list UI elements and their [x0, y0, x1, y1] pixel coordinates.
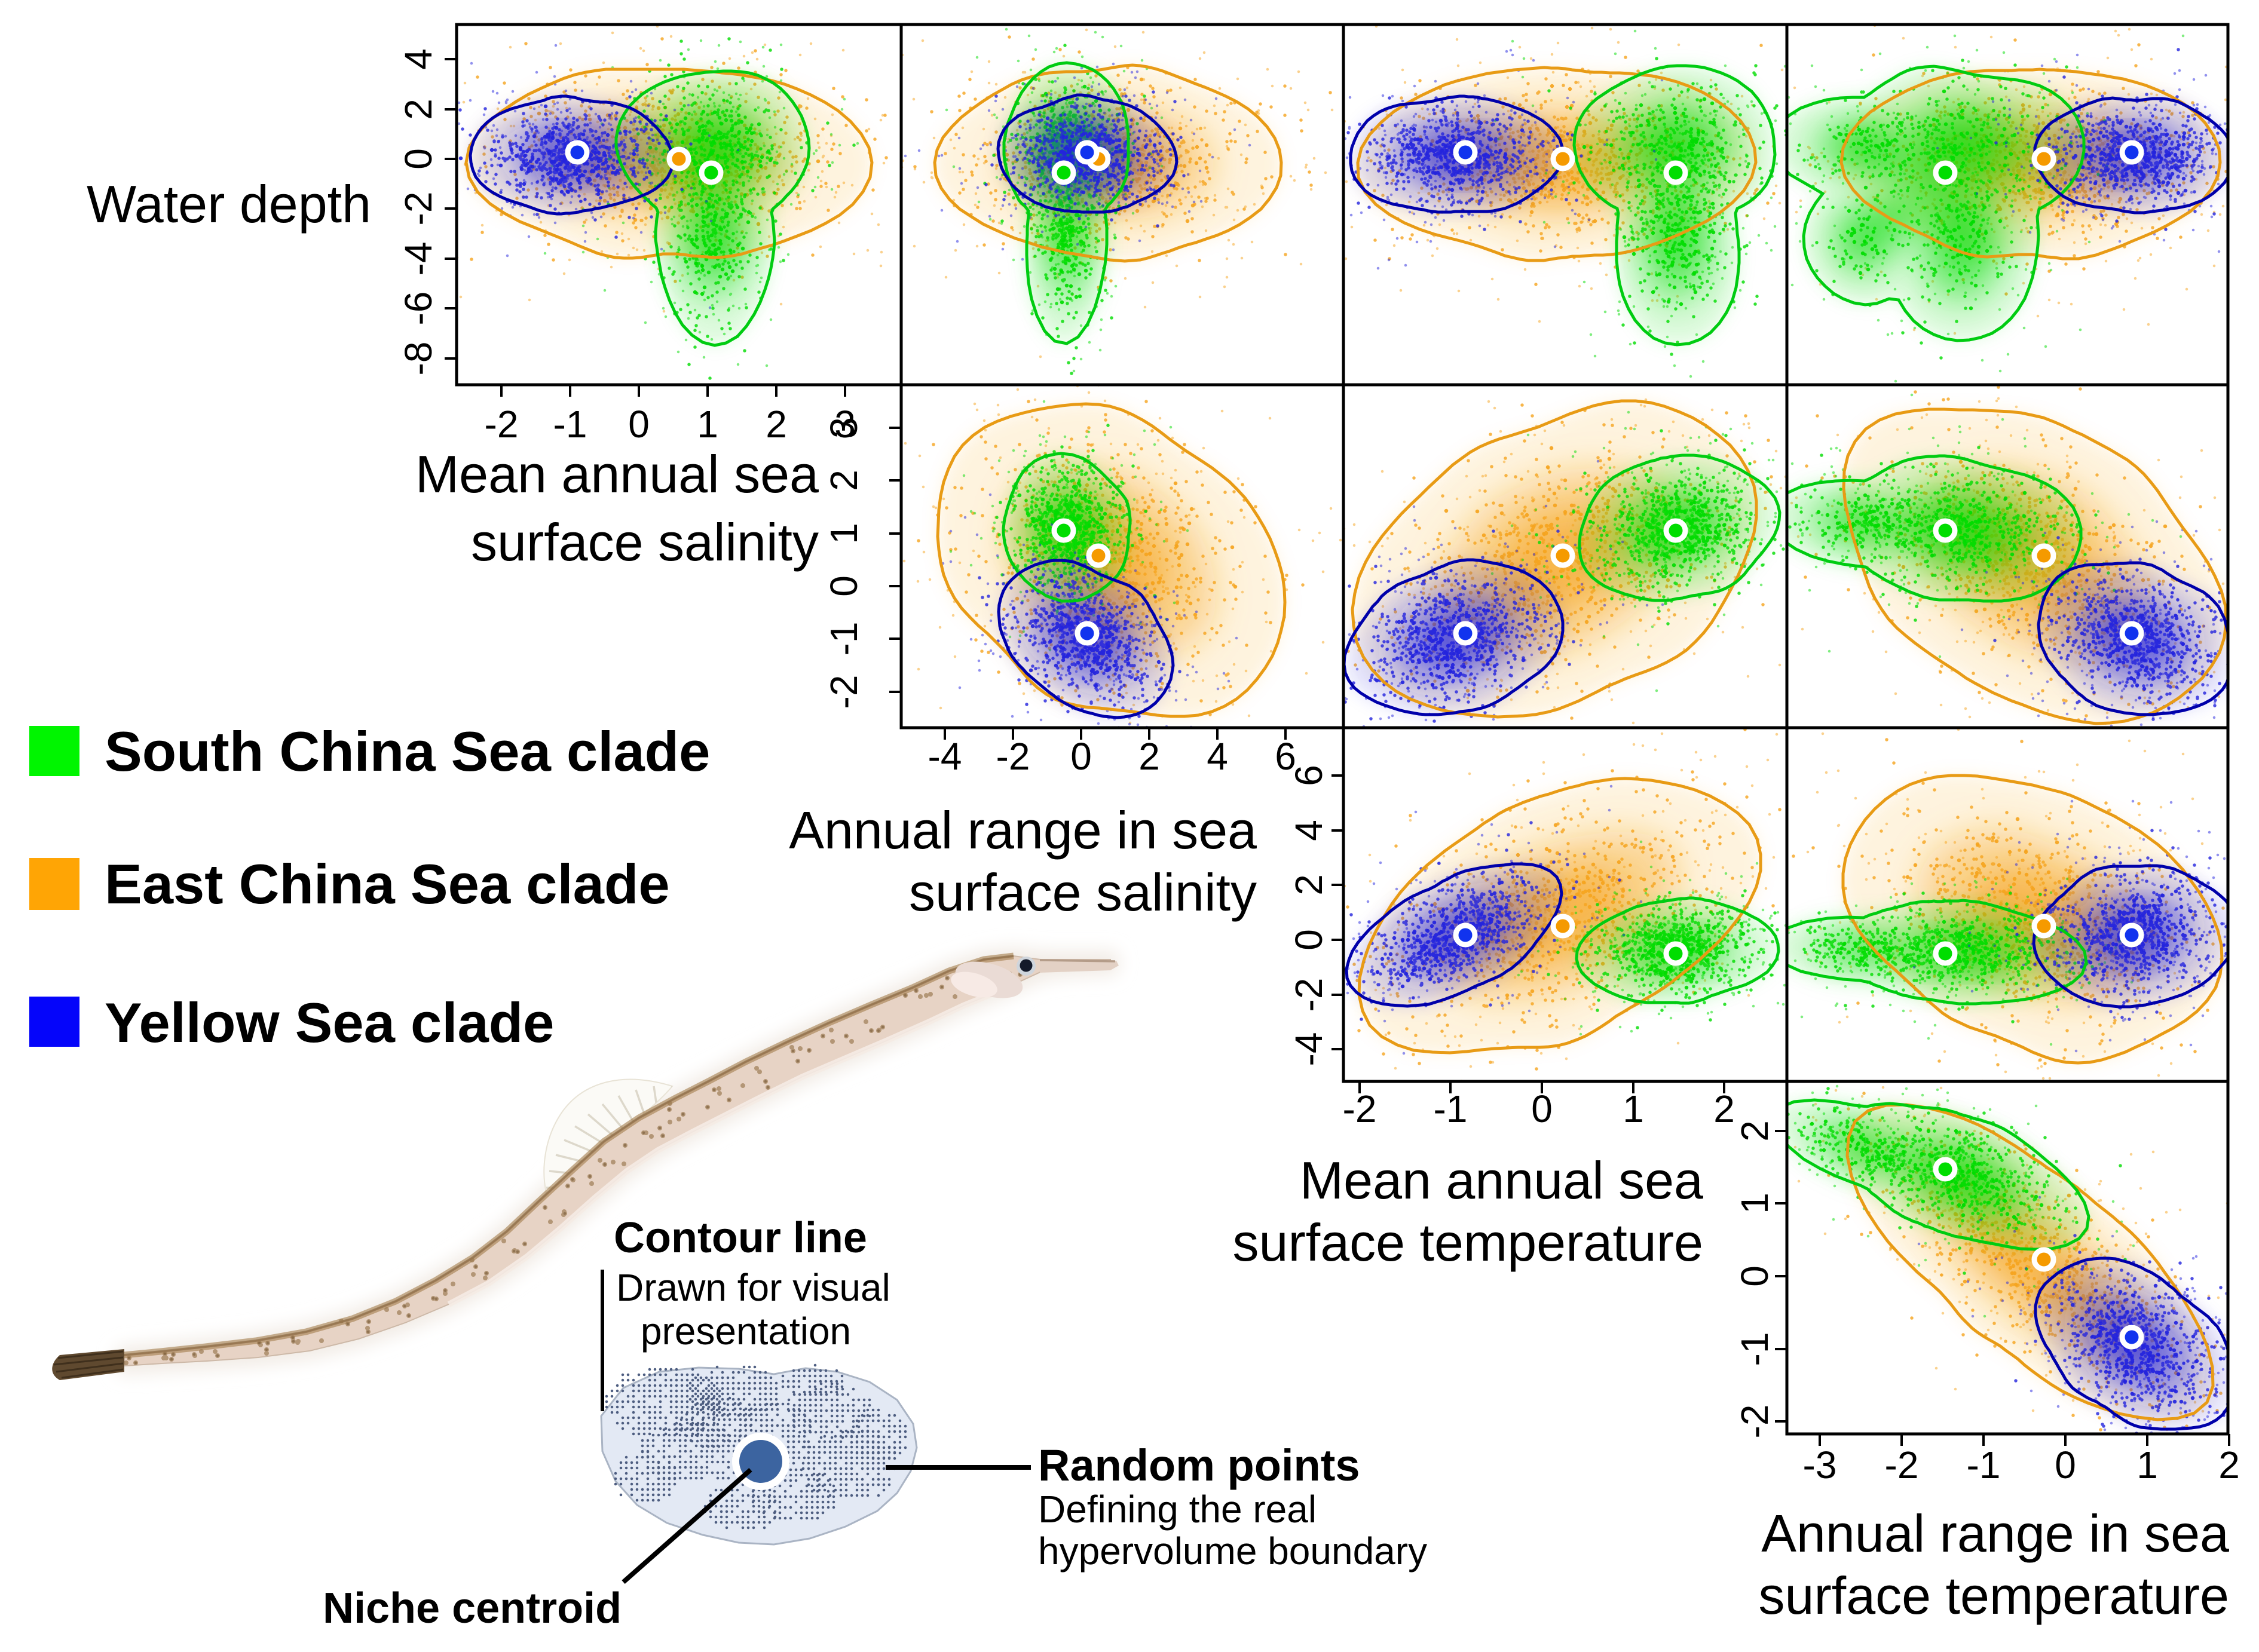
svg-text:Contour line: Contour line [614, 1214, 867, 1262]
svg-text:3: 3 [822, 417, 865, 439]
svg-text:4: 4 [1207, 735, 1228, 778]
svg-text:surface salinity: surface salinity [471, 513, 819, 572]
svg-text:0: 0 [2055, 1443, 2076, 1487]
svg-text:0: 0 [1287, 929, 1330, 951]
svg-text:2: 2 [1287, 874, 1330, 896]
svg-text:-2: -2 [1343, 1087, 1377, 1130]
svg-text:2: 2 [1713, 1087, 1735, 1130]
svg-text:1: 1 [2136, 1443, 2158, 1487]
svg-text:0: 0 [822, 575, 865, 597]
svg-text:-2: -2 [1733, 1405, 1776, 1439]
svg-text:0: 0 [1531, 1087, 1553, 1130]
svg-text:3: 3 [834, 403, 856, 446]
svg-text:1: 1 [822, 523, 865, 544]
svg-text:East China Sea clade: East China Sea clade [105, 853, 670, 915]
svg-text:Water depth: Water depth [87, 174, 371, 234]
svg-text:surface temperature: surface temperature [1759, 1566, 2230, 1625]
svg-text:0: 0 [628, 403, 650, 446]
svg-text:1: 1 [1733, 1193, 1776, 1214]
svg-text:-1: -1 [553, 403, 587, 446]
svg-text:-2: -2 [397, 192, 440, 226]
svg-text:0: 0 [1733, 1265, 1776, 1287]
svg-text:0: 0 [397, 148, 440, 170]
svg-text:Yellow Sea clade: Yellow Sea clade [105, 991, 554, 1054]
svg-text:2: 2 [2218, 1443, 2240, 1487]
svg-text:-1: -1 [822, 622, 865, 656]
svg-text:-1: -1 [1967, 1443, 2001, 1487]
svg-text:hypervolume boundary: hypervolume boundary [1038, 1530, 1427, 1573]
svg-text:South China Sea clade: South China Sea clade [105, 720, 710, 783]
svg-text:0: 0 [1070, 735, 1092, 778]
svg-text:-2: -2 [485, 403, 519, 446]
svg-text:-6: -6 [397, 292, 440, 326]
svg-text:2: 2 [822, 470, 865, 491]
svg-text:-3: -3 [1803, 1443, 1837, 1487]
svg-text:-4: -4 [397, 242, 440, 276]
svg-text:1: 1 [697, 403, 718, 446]
svg-text:surface salinity: surface salinity [909, 863, 1257, 922]
svg-text:-2: -2 [1885, 1443, 1919, 1487]
svg-text:1: 1 [1623, 1087, 1644, 1130]
svg-text:-2: -2 [996, 735, 1030, 778]
svg-text:Drawn for visual: Drawn for visual [616, 1266, 890, 1309]
svg-text:2: 2 [766, 403, 787, 446]
svg-text:4: 4 [397, 48, 440, 70]
svg-text:Niche centroid: Niche centroid [323, 1584, 622, 1632]
svg-text:Annual range in sea: Annual range in sea [789, 801, 1257, 860]
svg-text:6: 6 [1275, 735, 1296, 778]
svg-text:surface temperature: surface temperature [1233, 1213, 1704, 1272]
svg-text:-1: -1 [1733, 1332, 1776, 1366]
svg-text:Mean annual sea: Mean annual sea [415, 445, 819, 504]
svg-text:-4: -4 [928, 735, 962, 778]
svg-text:Defining the real: Defining the real [1038, 1488, 1317, 1531]
svg-text:-4: -4 [1287, 1032, 1330, 1066]
svg-text:-8: -8 [397, 342, 440, 376]
svg-text:2: 2 [1138, 735, 1160, 778]
svg-text:presentation: presentation [641, 1310, 851, 1353]
svg-text:Random points: Random points [1038, 1440, 1360, 1490]
svg-text:-2: -2 [1287, 978, 1330, 1012]
svg-text:Annual range in sea: Annual range in sea [1761, 1504, 2229, 1563]
svg-text:4: 4 [1287, 820, 1330, 841]
svg-text:6: 6 [1287, 765, 1330, 786]
svg-text:-1: -1 [1434, 1087, 1468, 1130]
svg-text:2: 2 [397, 99, 440, 120]
svg-text:2: 2 [1733, 1120, 1776, 1142]
svg-text:Mean annual sea: Mean annual sea [1300, 1151, 1703, 1210]
svg-text:-2: -2 [822, 675, 865, 709]
